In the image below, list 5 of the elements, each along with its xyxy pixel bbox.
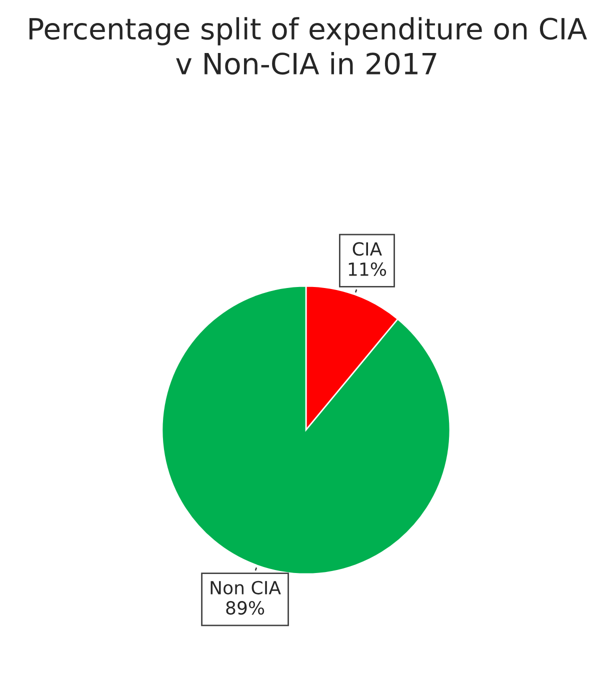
chart-title: Percentage split of expenditure on CIA v Non-CIA in 2017	[30, 17, 587, 75]
data-label: 11%	[348, 262, 386, 276]
slice-label: CIA	[352, 242, 382, 256]
data-label: 89%	[226, 601, 264, 615]
slice-label: Non CIA	[210, 580, 281, 594]
